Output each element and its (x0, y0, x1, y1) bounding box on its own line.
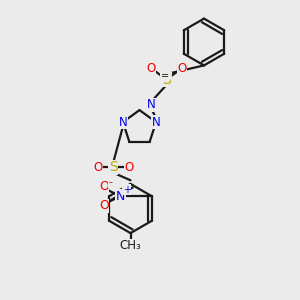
Text: =: = (161, 71, 169, 81)
Text: CH₃: CH₃ (120, 239, 141, 252)
Text: O: O (99, 199, 109, 212)
Text: O: O (146, 61, 155, 75)
Text: O: O (99, 180, 109, 193)
Text: S: S (109, 160, 118, 174)
Text: O: O (124, 161, 134, 174)
Text: S: S (162, 73, 171, 86)
Text: O: O (178, 61, 187, 75)
Text: N: N (152, 116, 161, 129)
Text: N: N (116, 190, 125, 203)
Text: -: - (108, 177, 112, 187)
Text: N: N (147, 98, 156, 112)
Text: N: N (118, 116, 127, 129)
Text: +: + (123, 184, 131, 195)
Text: O: O (93, 161, 102, 174)
